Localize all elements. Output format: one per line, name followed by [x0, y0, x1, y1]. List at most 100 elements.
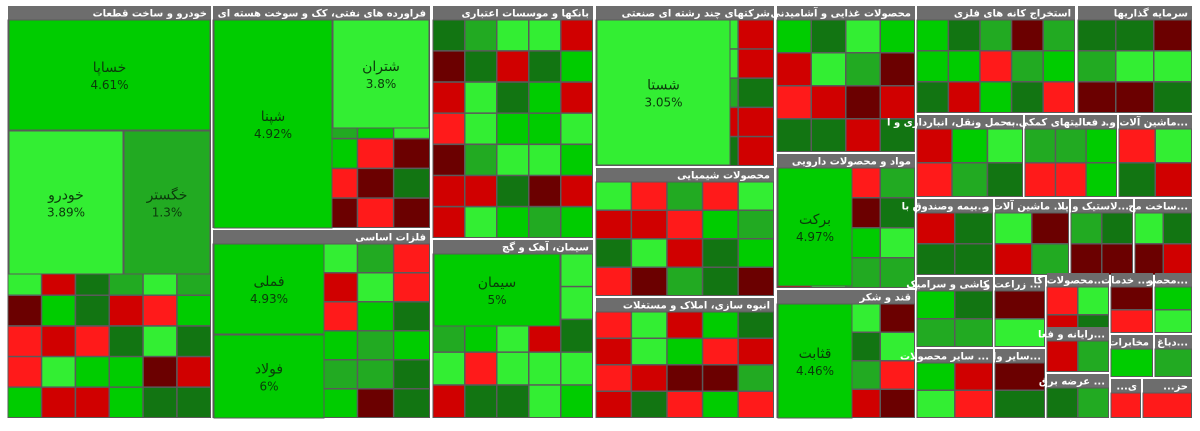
- stock-tile[interactable]: [737, 267, 775, 296]
- stock-tile[interactable]: [1153, 19, 1192, 51]
- stock-tile[interactable]: [702, 338, 739, 365]
- stock-tile[interactable]: [631, 238, 668, 268]
- stock-tile[interactable]: [1101, 212, 1133, 244]
- stock-tile[interactable]: [1077, 81, 1116, 113]
- stock-tile[interactable]: [951, 128, 988, 163]
- stock-tile[interactable]: [321, 301, 358, 331]
- stock-tile[interactable]: [880, 167, 915, 198]
- stock-tile[interactable]: [176, 295, 211, 327]
- stock-tile[interactable]: [1085, 162, 1118, 197]
- stock-tile[interactable]: [631, 267, 668, 296]
- stock-tile[interactable]: [737, 338, 775, 365]
- sector-header[interactable]: [433, 6, 593, 20]
- stock-tile[interactable]: [1115, 81, 1154, 113]
- stock-tile[interactable]: [916, 50, 949, 82]
- stock-tile[interactable]: [595, 311, 632, 339]
- stock-tile[interactable]: [880, 389, 915, 418]
- sector-header[interactable]: [1111, 335, 1153, 349]
- stock-tile[interactable]: [776, 85, 812, 119]
- stock-tile[interactable]: [702, 210, 739, 239]
- stock-tile[interactable]: [666, 267, 703, 296]
- stock-tile[interactable]: [8, 19, 211, 131]
- stock-tile[interactable]: [1085, 128, 1118, 163]
- stock-tile[interactable]: [1070, 243, 1102, 275]
- sector-header[interactable]: [777, 290, 915, 304]
- stock-tile[interactable]: [496, 112, 529, 145]
- stock-tile[interactable]: [357, 138, 394, 169]
- stock-tile[interactable]: [7, 386, 42, 418]
- stock-tile[interactable]: [464, 19, 497, 52]
- stock-tile[interactable]: [41, 386, 76, 418]
- stock-tile[interactable]: [916, 318, 955, 347]
- sector-header[interactable]: [1111, 379, 1141, 393]
- stock-tile[interactable]: [702, 181, 739, 211]
- stock-tile[interactable]: [702, 311, 739, 339]
- stock-tile[interactable]: [142, 295, 178, 327]
- stock-tile[interactable]: [496, 351, 529, 386]
- stock-tile[interactable]: [464, 175, 497, 207]
- stock-tile[interactable]: [41, 325, 76, 357]
- stock-tile[interactable]: [357, 301, 394, 331]
- stock-tile[interactable]: [464, 206, 497, 238]
- sector-header[interactable]: [1111, 273, 1153, 287]
- stock-tile[interactable]: [432, 19, 465, 52]
- sector-header[interactable]: [1119, 115, 1192, 129]
- sector-header[interactable]: [1025, 115, 1117, 129]
- stock-tile[interactable]: [7, 356, 42, 388]
- stock-tile[interactable]: [528, 144, 561, 176]
- stock-tile[interactable]: [1031, 212, 1069, 244]
- stock-tile[interactable]: [109, 325, 144, 357]
- stock-tile[interactable]: [560, 253, 593, 287]
- stock-tile[interactable]: [176, 356, 211, 388]
- stock-tile[interactable]: [1110, 348, 1153, 377]
- stock-tile[interactable]: [321, 330, 358, 360]
- sector-header[interactable]: [777, 154, 915, 168]
- stock-tile[interactable]: [1046, 286, 1078, 315]
- stock-tile[interactable]: [595, 238, 632, 268]
- stock-tile[interactable]: [1077, 340, 1109, 372]
- stock-tile[interactable]: [332, 19, 430, 129]
- sector-header[interactable]: [777, 6, 915, 20]
- sector-header[interactable]: [433, 240, 593, 254]
- stock-tile[interactable]: [75, 356, 110, 388]
- stock-tile[interactable]: [880, 52, 915, 86]
- stock-tile[interactable]: [213, 334, 325, 419]
- sector-header[interactable]: [596, 6, 774, 20]
- stock-tile[interactable]: [737, 19, 775, 50]
- stock-tile[interactable]: [666, 238, 703, 268]
- stock-tile[interactable]: [496, 81, 529, 114]
- stock-tile[interactable]: [109, 386, 144, 418]
- stock-tile[interactable]: [737, 238, 775, 268]
- stock-tile[interactable]: [496, 206, 529, 238]
- stock-tile[interactable]: [737, 311, 775, 339]
- stock-tile[interactable]: [845, 118, 881, 152]
- stock-tile[interactable]: [496, 19, 529, 52]
- stock-tile[interactable]: [142, 356, 178, 388]
- stock-tile[interactable]: [951, 162, 988, 197]
- stock-tile[interactable]: [845, 85, 881, 119]
- stock-tile[interactable]: [213, 243, 325, 335]
- stock-tile[interactable]: [880, 197, 915, 228]
- stock-tile[interactable]: [1077, 286, 1109, 315]
- stock-tile[interactable]: [737, 391, 775, 418]
- stock-tile[interactable]: [1154, 309, 1192, 333]
- stock-tile[interactable]: [357, 168, 394, 199]
- stock-tile[interactable]: [432, 206, 465, 238]
- stock-tile[interactable]: [987, 162, 1024, 197]
- sector-header[interactable]: [596, 298, 774, 312]
- stock-tile[interactable]: [737, 48, 775, 79]
- stock-tile[interactable]: [994, 318, 1045, 347]
- stock-tile[interactable]: [560, 19, 593, 52]
- stock-tile[interactable]: [631, 391, 668, 418]
- stock-tile[interactable]: [142, 325, 178, 357]
- stock-tile[interactable]: [777, 303, 853, 419]
- sector-header[interactable]: [1071, 199, 1133, 213]
- stock-tile[interactable]: [1024, 162, 1056, 197]
- stock-tile[interactable]: [595, 391, 632, 418]
- stock-tile[interactable]: [496, 144, 529, 176]
- stock-tile[interactable]: [1115, 19, 1154, 51]
- stock-tile[interactable]: [737, 210, 775, 239]
- stock-tile[interactable]: [954, 243, 993, 275]
- stock-tile[interactable]: [948, 19, 981, 51]
- stock-tile[interactable]: [880, 227, 915, 258]
